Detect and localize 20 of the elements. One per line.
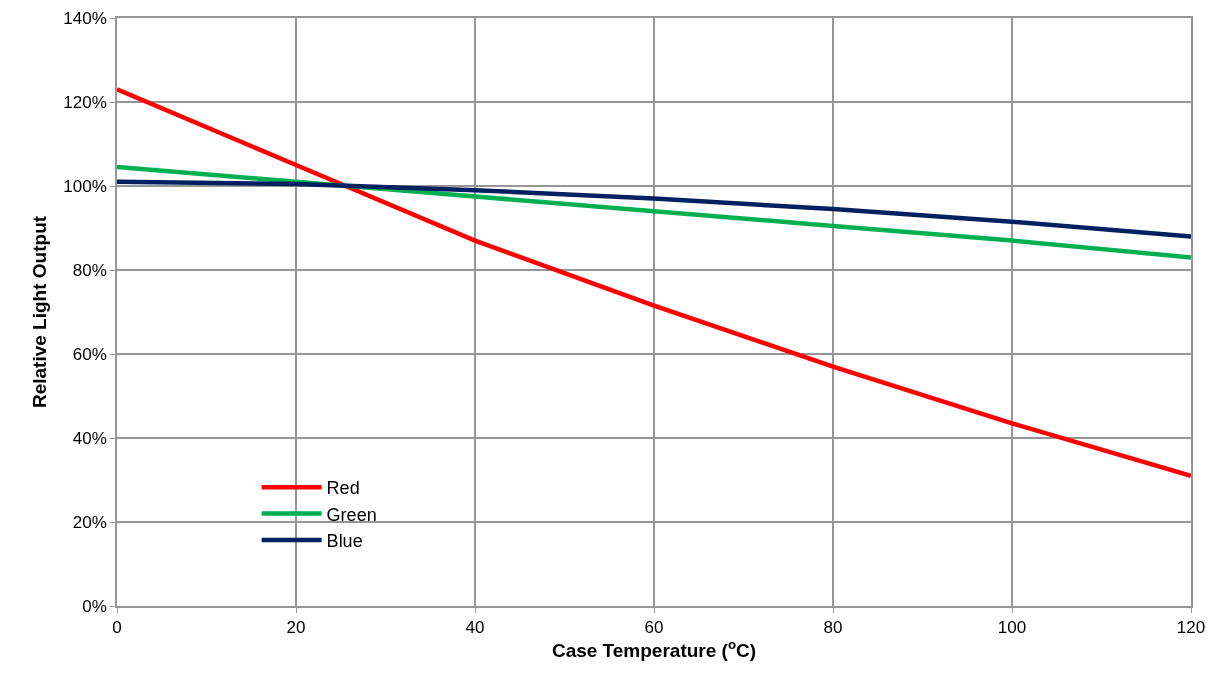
y-tick-label: 60% [72,344,107,364]
legend-label: Green [326,504,377,525]
legend-label: Red [326,478,360,499]
x-tick-label: 120 [1176,618,1206,638]
x-axis-title: Case Temperature ($^{o}$C) [551,637,757,662]
y-tick-label: 40% [72,428,107,448]
y-tick-label: 20% [72,512,107,532]
y-tick-label: 100% [63,176,107,196]
x-tick-label: 100 [997,618,1027,638]
x-tick-label: 40 [465,618,485,638]
legend-label: Blue [326,530,363,551]
y-tick-label: 80% [72,260,107,280]
x-tick-label: 20 [286,618,306,638]
y-axis-title: Relative Light Output [28,215,50,409]
x-tick-label: 80 [823,618,843,638]
y-tick-label: 140% [63,8,107,28]
x-tick-label: 0 [112,618,122,638]
x-tick-label: 60 [644,618,664,638]
y-tick-label: 0% [82,596,107,616]
y-tick-label: 120% [63,92,107,112]
